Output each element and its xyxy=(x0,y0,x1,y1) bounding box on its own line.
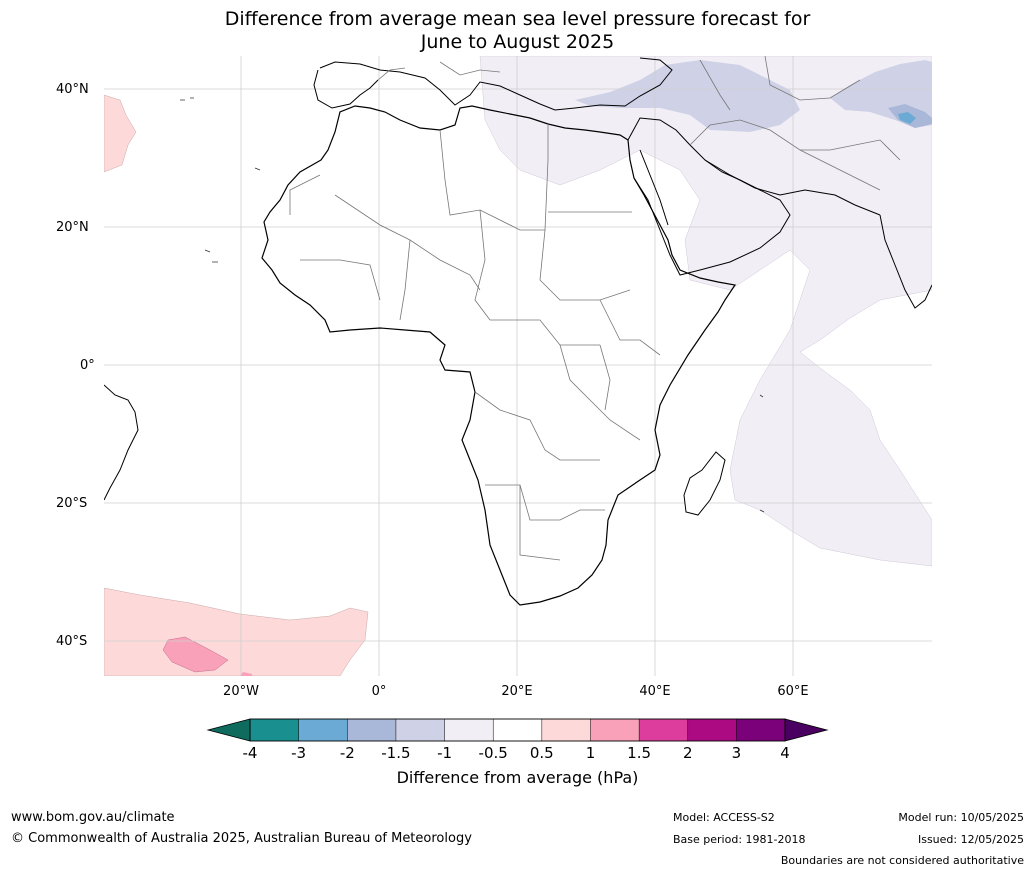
title-line-1: Difference from average mean sea level p… xyxy=(224,8,811,30)
model-run-date: Model run: 10/05/2025 xyxy=(898,811,1024,824)
colorbar-segment xyxy=(395,718,446,742)
country-borders xyxy=(289,56,901,561)
border-congo-angola xyxy=(474,391,600,461)
copyright-text: © Commonwealth of Australia 2025, Austra… xyxy=(11,831,472,846)
lon-label-20w: 20°W xyxy=(223,684,259,699)
colorbar-tick-label: 1 xyxy=(585,744,596,762)
lat-label-20s: 20°S xyxy=(56,496,88,511)
base-period: Base period: 1981-2018 xyxy=(673,833,806,846)
south-america-coastline xyxy=(104,384,139,501)
small-islands xyxy=(180,97,765,513)
colorbar-segment xyxy=(590,718,640,742)
anomaly-lilac-north xyxy=(479,56,932,567)
madagascar-coastline xyxy=(683,451,726,516)
model-name: Model: ACCESS-S2 xyxy=(673,811,775,824)
lon-label-0: 0° xyxy=(371,684,387,699)
colorbar-segment xyxy=(492,718,543,742)
map-title: Difference from average mean sea level p… xyxy=(0,8,1035,54)
anomaly-blue-north xyxy=(575,60,800,132)
boundaries-disclaimer: Boundaries are not considered authoritat… xyxy=(780,854,1024,867)
colorbar-tick-label: 1.5 xyxy=(627,744,652,762)
colorbar-tick-label: 3 xyxy=(731,744,742,762)
colorbar-tick-label: 0.5 xyxy=(529,744,554,762)
border-great-lakes xyxy=(559,344,641,441)
border-southern-africa xyxy=(485,484,605,521)
border-sahara-east xyxy=(439,124,549,231)
colorbar-tick-label: -3 xyxy=(291,744,307,762)
graticule xyxy=(104,56,932,676)
border-west-africa xyxy=(300,259,381,301)
border-north-africa xyxy=(334,194,481,291)
colorbar-segment xyxy=(541,718,592,742)
border-east-africa xyxy=(599,299,661,356)
europe-coastline xyxy=(319,57,673,111)
colorbar xyxy=(206,718,829,742)
colorbar-segment xyxy=(298,718,348,742)
lon-label-40e: 40°E xyxy=(639,684,671,699)
border-east-central xyxy=(599,344,611,411)
border-middle-east xyxy=(689,119,901,161)
lat-label-0: 0° xyxy=(80,358,95,373)
seychelles-islands xyxy=(759,394,764,398)
website-link[interactable]: www.bom.gov.au/climate xyxy=(11,810,175,825)
arabia-coastline xyxy=(627,117,791,276)
colorbar-segment xyxy=(736,718,786,742)
india-coastline xyxy=(879,214,932,309)
lon-label-20e: 20°E xyxy=(501,684,533,699)
title-line-2: June to August 2025 xyxy=(420,31,615,53)
border-sahel xyxy=(399,239,411,321)
colorbar-tick-label: 4 xyxy=(780,744,790,762)
border-caucasus xyxy=(699,59,731,111)
anomaly-pink-northwest xyxy=(104,94,137,173)
border-namibia-south xyxy=(519,485,561,561)
border-central-asia xyxy=(764,56,861,101)
anomaly-pink-southwest xyxy=(104,587,369,676)
anomaly-rose-corner xyxy=(240,672,252,676)
colorbar-segment xyxy=(347,718,397,742)
colorbar-label: Difference from average (hPa) xyxy=(396,768,639,787)
lat-label-40n: 40°N xyxy=(56,82,89,97)
map-area xyxy=(104,56,932,676)
lon-label-60e: 60°E xyxy=(777,684,809,699)
colorbar-under-arrow xyxy=(206,718,251,742)
issued-date: Issued: 12/05/2025 xyxy=(917,833,1024,846)
colorbar-tick-label: -4 xyxy=(242,744,258,762)
persian-gulf-coastline xyxy=(704,159,881,216)
red-sea-coastline xyxy=(639,149,669,226)
colorbar-segment xyxy=(687,718,738,742)
colorbar-segment xyxy=(444,718,494,742)
mascarene-islands xyxy=(759,509,765,513)
colorbar-outline xyxy=(249,718,786,742)
colorbar-segment xyxy=(249,718,300,742)
colorbar-over-arrow xyxy=(784,718,829,742)
colorbar-tick-label: -2 xyxy=(339,744,355,762)
colorbar-tick-label: -1.5 xyxy=(381,744,411,762)
border-sudan-south xyxy=(539,229,631,301)
colorbar-tick-label: 2 xyxy=(683,744,693,762)
iberia-coastline xyxy=(313,69,379,109)
colorbar-tick-label: -1 xyxy=(437,744,453,762)
border-europe-central xyxy=(439,61,501,76)
border-chad xyxy=(474,209,491,321)
anomaly-teal-core xyxy=(898,112,916,124)
cape-verde-islands xyxy=(204,249,218,263)
colorbar-tick-label: -0.5 xyxy=(478,744,508,762)
colorbar-segment xyxy=(638,718,689,742)
border-europe-west xyxy=(377,67,406,81)
border-central-africa xyxy=(490,319,600,346)
lat-label-40s: 40°S xyxy=(56,634,88,649)
colorbar-segments xyxy=(249,718,786,742)
azores-islands xyxy=(180,97,194,101)
border-south-asia xyxy=(799,149,881,191)
lat-label-20n: 20°N xyxy=(56,220,89,235)
border-morocco-algeria xyxy=(289,174,321,215)
africa-coastline xyxy=(261,105,737,606)
canary-islands xyxy=(254,167,261,171)
